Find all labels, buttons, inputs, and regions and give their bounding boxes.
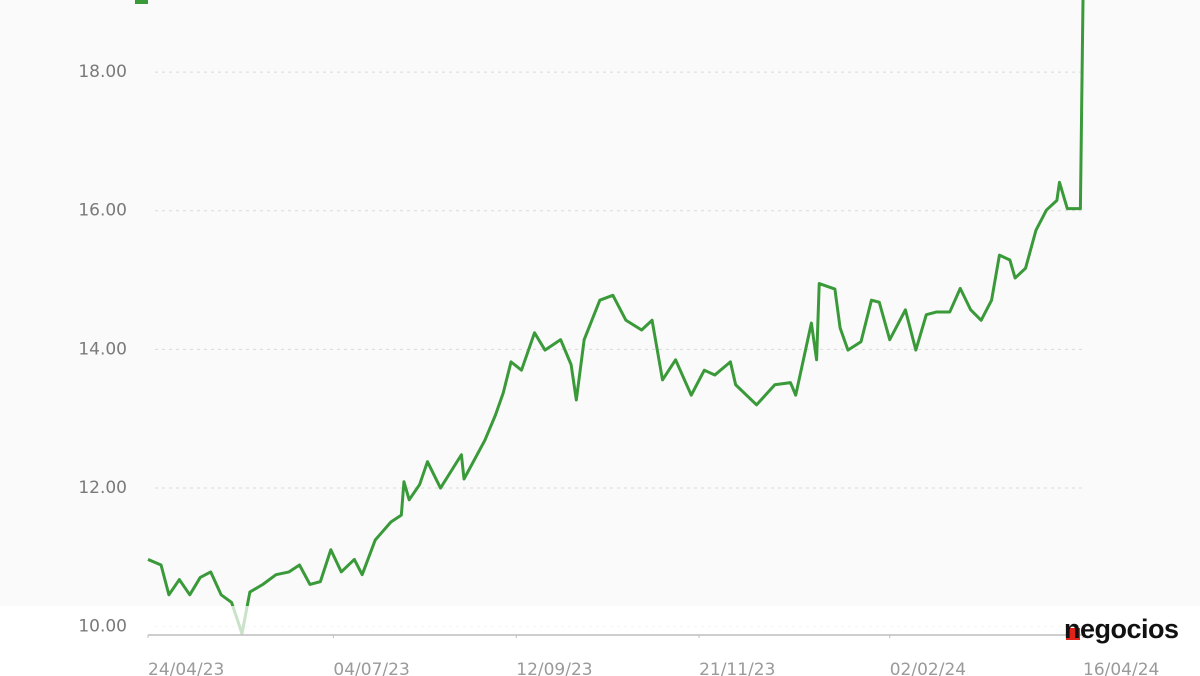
y-tick-label: 18.00 (78, 62, 127, 82)
plot (147, 0, 1085, 636)
brand-logo: negocios (1064, 614, 1179, 644)
brand-mark (1066, 628, 1080, 640)
price-line (147, 0, 1085, 636)
x-tick-label: 04/07/23 (333, 660, 409, 676)
labels: 10.00 12.00 14.00 16.00 18.00 24/04/23 04/07/2… (78, 62, 1159, 676)
x-tick-label: 21/11/23 (699, 660, 775, 676)
bottom-band (0, 606, 1200, 676)
x-tick-label: 12/09/23 (516, 660, 592, 676)
x-tick-label: 02/02/24 (890, 660, 966, 676)
legend-swatch (135, 0, 148, 4)
x-tick-label: 16/04/24 (1083, 660, 1159, 676)
y-tick-label: 16.00 (78, 201, 127, 221)
y-tick-label: 10.00 (78, 617, 127, 637)
x-tick-label: 24/04/23 (148, 660, 224, 676)
y-tick-label: 12.00 (78, 478, 127, 498)
y-tick-label: 14.00 (78, 339, 127, 359)
